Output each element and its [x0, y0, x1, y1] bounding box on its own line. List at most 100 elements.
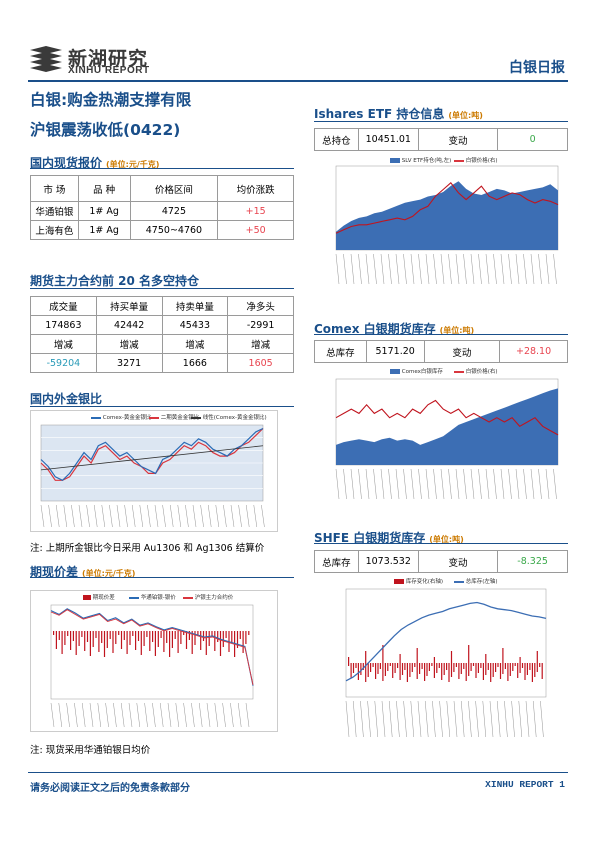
basis-bar	[174, 631, 176, 639]
inventory-change-bar	[472, 663, 475, 666]
basis-bar	[152, 631, 154, 642]
x-tick-label	[78, 504, 83, 528]
inventory-change-bar	[448, 663, 450, 682]
basis-bar	[137, 631, 140, 641]
x-tick-label	[170, 504, 174, 528]
basis-bar	[126, 631, 128, 654]
x-tick-label	[353, 700, 357, 738]
x-tick-label	[475, 700, 479, 738]
basis-bar	[118, 631, 120, 635]
x-tick-label	[89, 702, 94, 728]
inventory-change-bar	[438, 663, 440, 668]
table-cell: 变动	[417, 550, 499, 573]
x-tick-label	[48, 504, 52, 528]
x-tick-label	[74, 702, 78, 728]
x-tick-label	[395, 468, 400, 500]
inventory-change-bar	[419, 663, 421, 674]
x-tick-label	[538, 468, 542, 500]
table-row: -59204 3271 1666 1605	[30, 353, 294, 373]
inventory-change-bar	[446, 663, 448, 670]
x-tick-label	[246, 504, 250, 528]
basis-bar	[171, 631, 173, 648]
x-tick-label	[350, 468, 355, 500]
basis-bar	[67, 631, 69, 636]
table-cell: 总库存	[314, 550, 359, 573]
x-tick-label	[162, 504, 166, 528]
x-tick-label	[350, 253, 355, 285]
header-cell: 市 场	[30, 175, 79, 202]
x-tick-label	[167, 702, 172, 728]
basis-bar	[81, 631, 83, 637]
x-tick-label	[523, 468, 527, 500]
inventory-change-bar	[521, 663, 524, 668]
basis-bar	[123, 631, 125, 640]
x-tick-label	[136, 702, 140, 728]
basis-bar	[154, 631, 156, 656]
table-row: 总持仓 10451.01 变动 0	[314, 128, 568, 151]
x-tick-label	[448, 468, 452, 500]
plot-area	[345, 588, 547, 698]
basis-bar	[112, 631, 114, 653]
x-tick-label	[470, 253, 475, 285]
x-tick-label	[373, 468, 377, 500]
area-series	[336, 181, 558, 250]
legend-item: SLV ETF持仓(吨,左)	[390, 156, 451, 164]
x-tick-label	[500, 253, 505, 285]
inventory-change-bar	[443, 663, 445, 675]
table-cell: -8.325	[497, 550, 568, 573]
header-cell: 增减	[161, 334, 229, 354]
table-cell: 45433	[161, 315, 229, 335]
basis-bar	[245, 631, 247, 644]
basis-bar	[103, 631, 106, 657]
inventory-change-bar	[387, 663, 389, 671]
x-tick-label	[538, 253, 542, 285]
table-row: 上海有色 1# Ag 4750~4760 +50	[30, 220, 294, 240]
area-series	[336, 388, 558, 465]
x-tick-label	[365, 253, 370, 285]
inventory-change-bar	[377, 663, 379, 674]
x-tick-label	[71, 504, 75, 528]
x-tick-label	[63, 504, 67, 528]
inventory-change-bar	[397, 663, 399, 668]
x-tick-label	[124, 504, 128, 528]
basis-bar	[120, 631, 123, 649]
basis-bar	[86, 631, 89, 642]
headline-line1: 白银:购金热潮支撑有限	[30, 91, 192, 109]
legend-item: Comex-黄金金银比	[91, 413, 151, 421]
inventory-change-bar	[399, 663, 401, 680]
inventory-change-bar	[428, 663, 430, 671]
x-tick-label	[388, 253, 392, 285]
inventory-change-bar	[348, 657, 350, 663]
basis-bar	[248, 631, 250, 635]
table-cell: +28.10	[499, 340, 568, 363]
x-tick-label	[455, 468, 460, 500]
logo-text-cn: 新湖研究	[68, 48, 149, 70]
shfe-summary-table: 总库存 1073.532 变动 -8.325	[314, 550, 568, 573]
x-tick-label	[533, 700, 537, 738]
x-tick-label	[440, 253, 445, 285]
table-row: 总库存 1073.532 变动 -8.325	[314, 550, 568, 573]
basis-bar	[183, 631, 185, 635]
x-tick-label	[425, 700, 429, 738]
header-cell: 持买单量	[95, 296, 163, 316]
inventory-change-bar	[497, 663, 499, 667]
comex-title: Comex 白银期货库存	[314, 322, 436, 336]
basis-bar	[101, 631, 103, 643]
inventory-change-bar	[416, 648, 418, 663]
shfe-rule	[314, 543, 568, 544]
basis-bar	[53, 631, 55, 635]
x-tick-label	[508, 253, 512, 285]
inventory-change-bar	[367, 663, 369, 677]
table-cell: 1666	[161, 353, 229, 373]
series-line	[50, 608, 254, 686]
x-tick-label	[463, 468, 467, 500]
inventory-change-bar	[470, 663, 472, 671]
basis-bar	[61, 631, 63, 654]
x-tick-label	[128, 702, 133, 728]
x-tick-label	[230, 702, 234, 728]
x-tick-label	[439, 700, 443, 738]
x-tick-label	[191, 702, 195, 728]
x-tick-label	[206, 702, 211, 728]
x-tick-label	[396, 700, 400, 738]
table-cell: 变动	[423, 340, 501, 363]
